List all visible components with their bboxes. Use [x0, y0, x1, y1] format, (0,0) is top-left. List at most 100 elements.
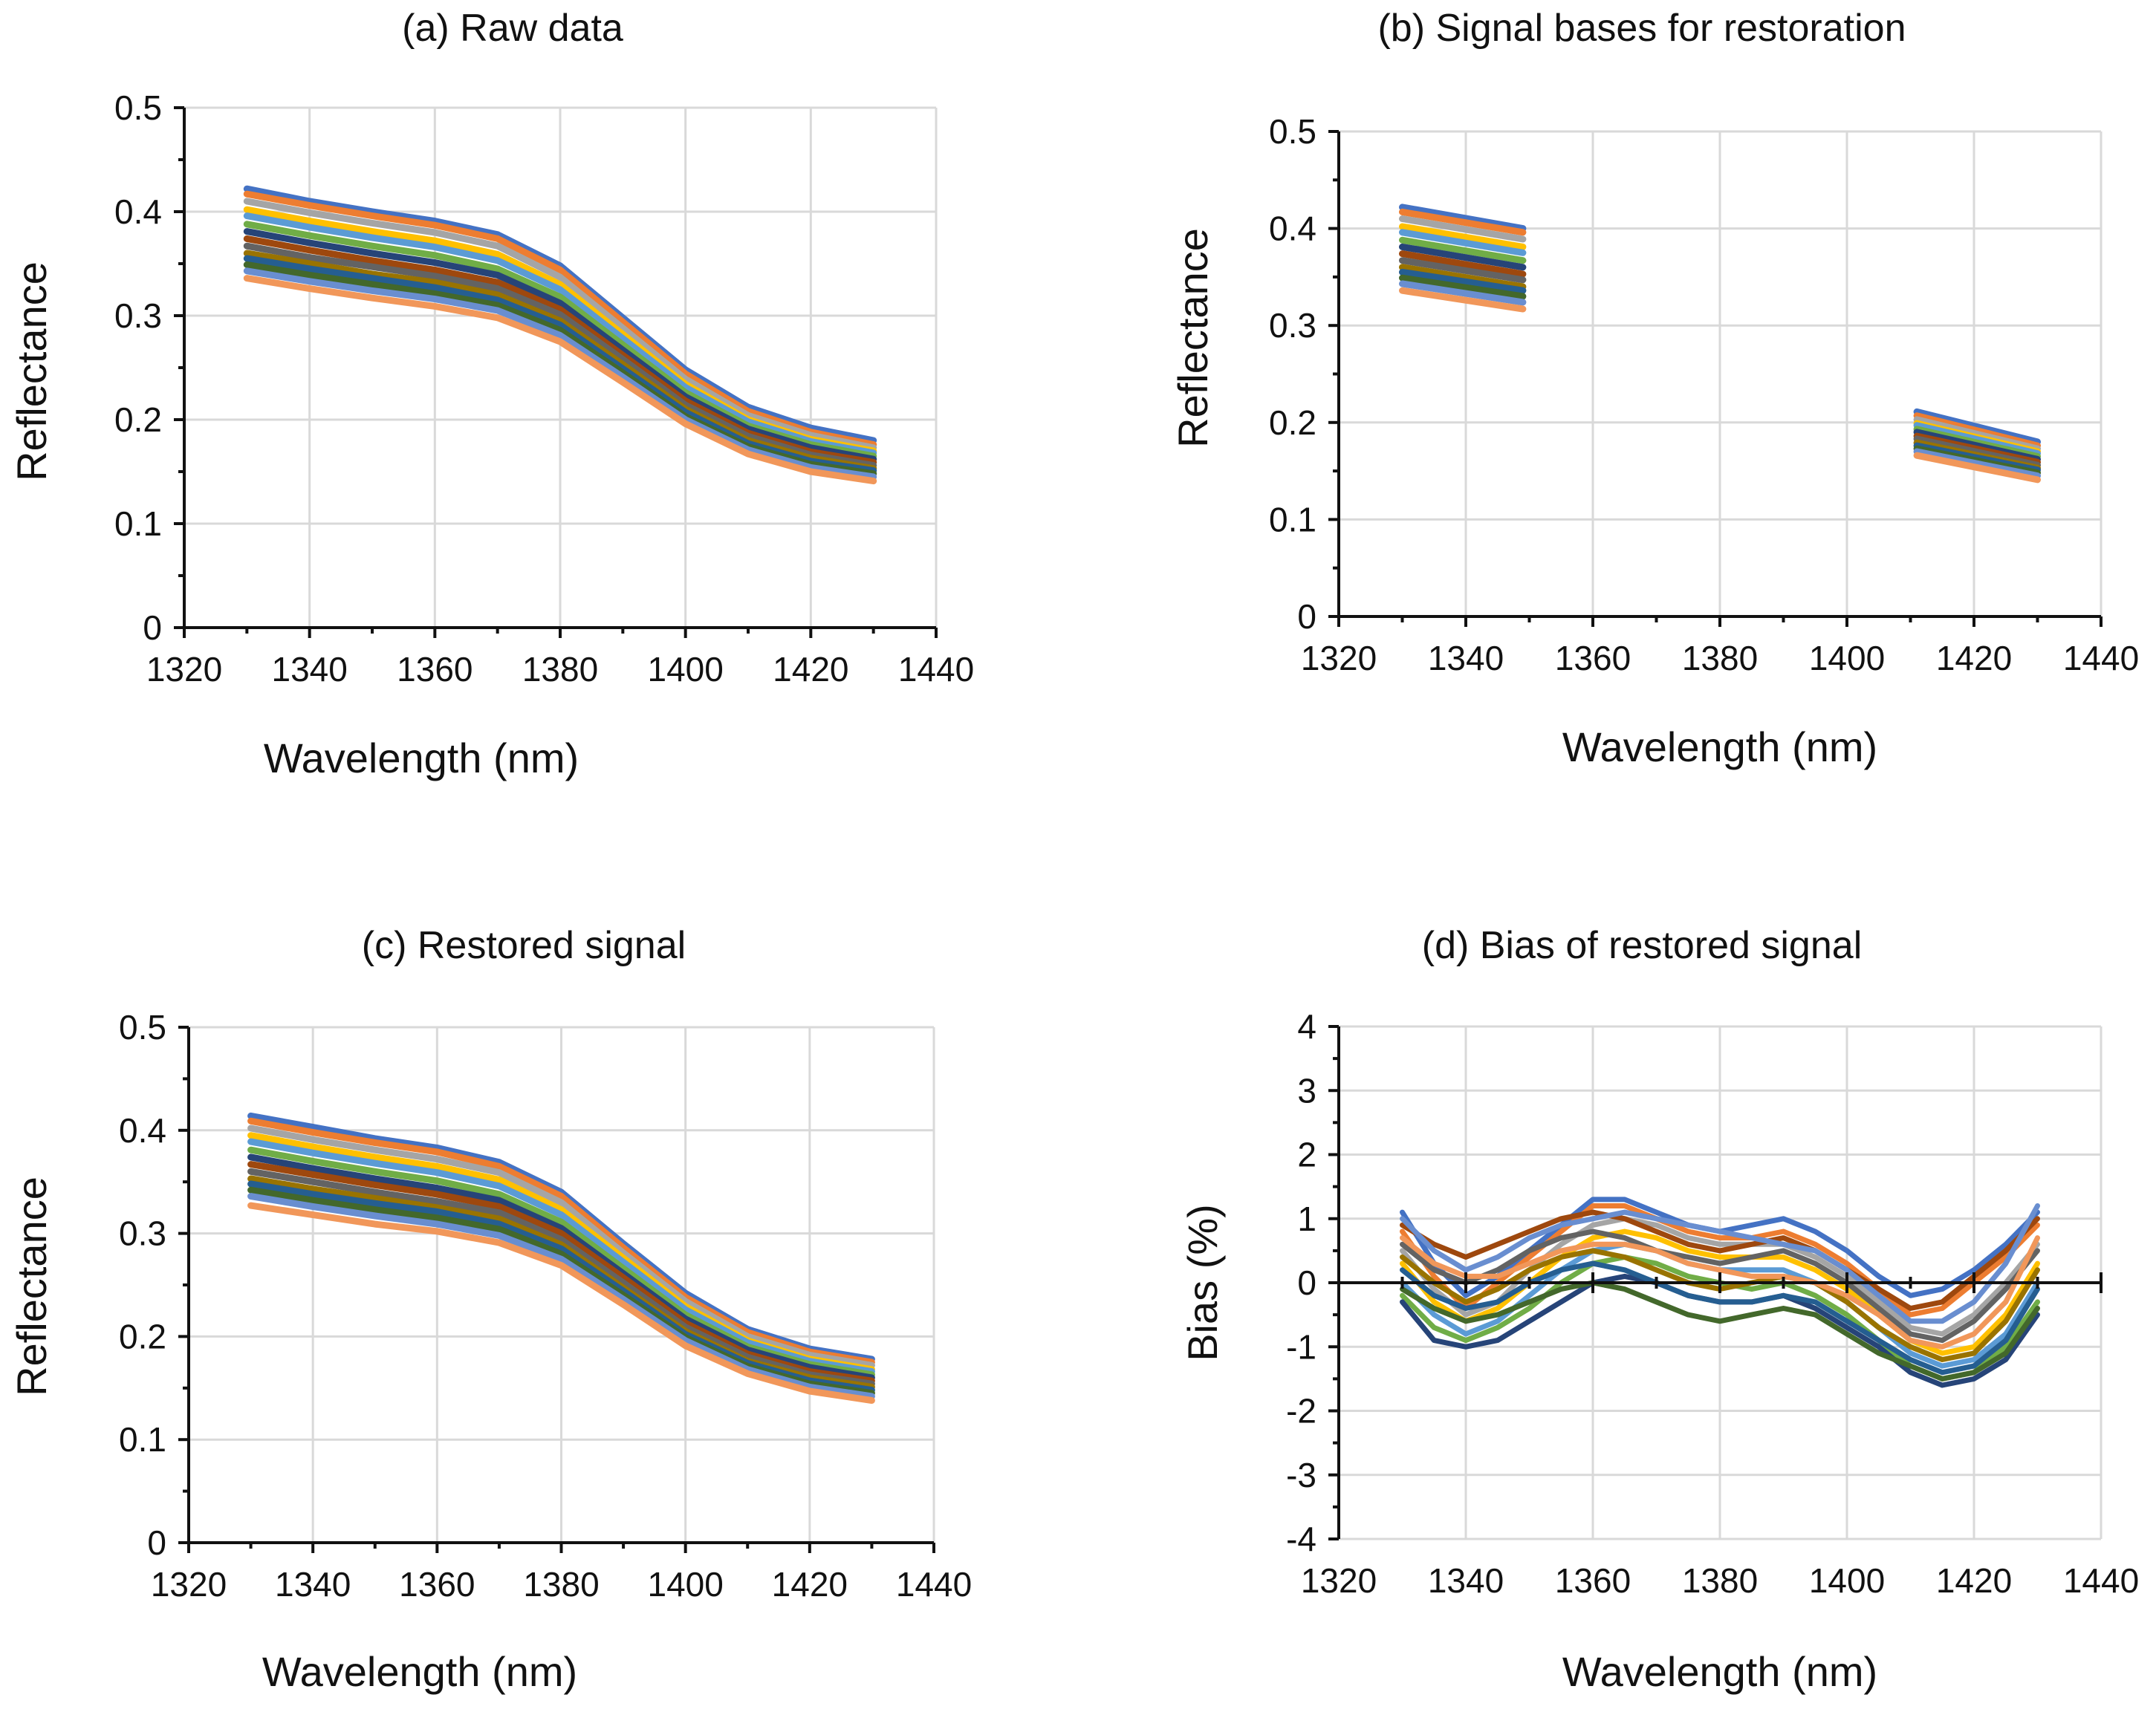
panel-b-x-axis-title: Wavelength (nm): [1562, 723, 1877, 770]
panel-a-series-line: [243, 228, 877, 463]
panel-c-series-line: [247, 1117, 875, 1366]
panel-a-x-axis-title: Wavelength (nm): [264, 735, 579, 781]
panel-a: (a) Raw data 00.10.20.30.40.5 1320 1340 13…: [8, 7, 974, 781]
panel-c-x-tick-label: 1420: [772, 1565, 848, 1604]
panel-b-x-tick-label: 1400: [1809, 639, 1885, 677]
panel-a-series-line: [243, 275, 877, 485]
panel-b-segment-line: [1399, 208, 1527, 236]
panel-c-grid: [189, 1026, 935, 1544]
panel-c-y-tick-labels: 0 0.1 0.2 0.3 0.4 0.5: [119, 1008, 166, 1562]
panel-b-segment-line: [1399, 264, 1527, 290]
panel-c-series-line: [247, 1125, 875, 1369]
panel-b-segment-line: [1399, 250, 1527, 278]
panel-b-segment-line: [1399, 257, 1527, 284]
panel-a-y-tick-label: 0.2: [114, 400, 162, 439]
panel-b-segment-line: [1399, 243, 1527, 271]
panel-d-x-tick-labels: 1320 1340 1360 1380 1400 1420 1440: [1301, 1561, 2139, 1600]
panel-d-series: [1400, 1197, 2040, 1388]
panel-d-series-line: [1400, 1216, 2040, 1337]
panel-a-x-tick-label: 1380: [522, 650, 598, 689]
panel-c-title: (c) Restored signal: [362, 924, 686, 967]
panel-d-series-line: [1400, 1260, 2040, 1376]
panel-a-grid: [184, 106, 938, 629]
panel-b-segment-line: [1399, 280, 1527, 306]
panel-a-y-axis-title: Reflectance: [8, 261, 55, 481]
panel-a-axes: [174, 106, 938, 638]
panel-b-x-tick-label: 1360: [1555, 639, 1631, 677]
panel-b-segment-line: [1913, 452, 2041, 484]
panel-b-x-tick-label: 1320: [1301, 639, 1377, 677]
panel-c-x-tick-label: 1400: [647, 1565, 723, 1604]
panel-d-y-tick-labels: -4 -3 -2 -1 0 1 2 3 4: [1286, 1007, 1316, 1558]
panel-d-x-tick-label: 1320: [1301, 1561, 1377, 1600]
panel-a-x-tick-label: 1360: [397, 650, 473, 689]
panel-a-x-tick-label: 1340: [271, 650, 347, 689]
panel-a-x-tick-labels: 1320 1340 1360 1380 1400 1420 1440: [146, 650, 974, 689]
panel-a-title: (a) Raw data: [402, 7, 623, 50]
panel-d-y-tick-label: 4: [1297, 1007, 1316, 1046]
panel-c-x-tick-label: 1440: [896, 1565, 972, 1604]
panel-c-series-line: [247, 1193, 875, 1400]
panel-c-y-tick-label: 0.4: [119, 1111, 166, 1150]
panel-c-x-tick-label: 1360: [399, 1565, 475, 1604]
panel-a-series-line: [243, 242, 877, 469]
panel-c-x-tick-label: 1340: [275, 1565, 351, 1604]
panel-a-series-line: [243, 198, 877, 452]
panel-c-y-tick-label: 0: [147, 1523, 166, 1562]
panel-b-y-tick-label: 0.4: [1269, 209, 1316, 248]
panel-b-segment-line: [1399, 204, 1527, 232]
panel-a-series-line: [243, 185, 877, 444]
panel-d-y-tick-label: -3: [1286, 1456, 1316, 1494]
panel-d-x-axis-title: Wavelength (nm): [1562, 1648, 1877, 1695]
panel-b-x-tick-labels: 1320 1340 1360 1380 1400 1420 1440: [1301, 639, 2139, 677]
panel-b-x-tick-label: 1380: [1682, 639, 1758, 677]
panel-a-y-tick-label: 0: [143, 608, 162, 647]
panel-d-series-line: [1400, 1280, 2040, 1382]
panel-d-x-tick-label: 1340: [1428, 1561, 1504, 1600]
panel-b-y-tick-label: 0.3: [1269, 306, 1316, 345]
panel-b-segment-line: [1913, 448, 2041, 480]
panel-d-x-tick-label: 1400: [1809, 1561, 1885, 1600]
panel-d-x-tick-label: 1360: [1555, 1561, 1631, 1600]
panel-b-segment-line: [1399, 223, 1527, 250]
panel-c-x-tick-labels: 1320 1340 1360 1380 1400 1420 1440: [151, 1565, 972, 1604]
panel-d-title: (d) Bias of restored signal: [1422, 924, 1863, 967]
panel-b-x-tick-label: 1440: [2063, 639, 2139, 677]
panel-d-y-tick-label: -4: [1286, 1520, 1316, 1558]
panel-b-y-tick-label: 0.1: [1269, 500, 1316, 538]
panel-d-series-line: [1400, 1235, 2040, 1350]
panel-c-series-line: [247, 1138, 875, 1376]
panel-c-series-line: [247, 1153, 875, 1382]
panel-a-series-line: [243, 267, 877, 481]
panel-c-y-tick-label: 0.3: [119, 1214, 166, 1253]
panel-b-y-tick-labels: 0 0.1 0.2 0.3 0.4 0.5: [1269, 112, 1316, 636]
panel-a-series-line: [243, 190, 877, 449]
panel-b-y-axis-title: Reflectance: [1169, 228, 1216, 448]
panel-d-series-line: [1400, 1229, 2040, 1356]
panel-d-y-tick-label: -2: [1286, 1392, 1316, 1431]
panel-b-segment-line: [1399, 274, 1527, 300]
panel-a-y-tick-label: 0.3: [114, 296, 162, 335]
panel-d-y-axis-title: Bias (%): [1179, 1204, 1226, 1361]
panel-b-segment-line: [1399, 229, 1527, 256]
panel-a-y-tick-label: 0.4: [114, 192, 162, 231]
panel-b-axes: [1328, 130, 2103, 627]
panel-b-y-tick-label: 0: [1297, 597, 1316, 636]
panel-d-y-tick-label: 3: [1297, 1071, 1316, 1110]
panel-a-x-tick-label: 1440: [898, 650, 974, 689]
panel-d-y-tick-label: 1: [1297, 1200, 1316, 1238]
panel-c-y-axis-title: Reflectance: [8, 1177, 55, 1396]
panel-a-x-tick-label: 1320: [146, 650, 222, 689]
panel-d: (d) Bias of restored signal -4 -3 -2 -1 0 1 2 3…: [1179, 924, 2139, 1695]
panel-b-segment-line: [1399, 268, 1527, 294]
panel-a-y-tick-label: 0.5: [114, 88, 162, 127]
panel-c-series-line: [247, 1202, 875, 1404]
panel-a-series-line: [243, 212, 877, 457]
panel-b-y-tick-label: 0.2: [1269, 403, 1316, 442]
panel-c-series-line: [247, 1168, 875, 1387]
panel-d-series-line: [1400, 1203, 2040, 1324]
panel-a-x-tick-label: 1400: [647, 650, 723, 689]
panel-b: (b) Signal bases for restoration 0 0.1 0.2…: [1169, 7, 2139, 770]
panel-d-y-tick-label: 0: [1297, 1263, 1316, 1302]
